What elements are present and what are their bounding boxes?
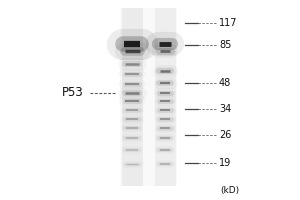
Text: P53: P53	[62, 86, 84, 99]
Text: 48: 48	[219, 78, 231, 88]
Text: 19: 19	[219, 158, 231, 168]
Bar	[120, 8, 177, 186]
Bar	[154, 8, 176, 186]
Text: 34: 34	[219, 104, 231, 114]
Text: 117: 117	[219, 18, 238, 28]
Bar	[122, 8, 142, 186]
Text: 85: 85	[219, 40, 231, 50]
Text: 26: 26	[219, 130, 231, 140]
Text: (kD): (kD)	[220, 186, 240, 194]
